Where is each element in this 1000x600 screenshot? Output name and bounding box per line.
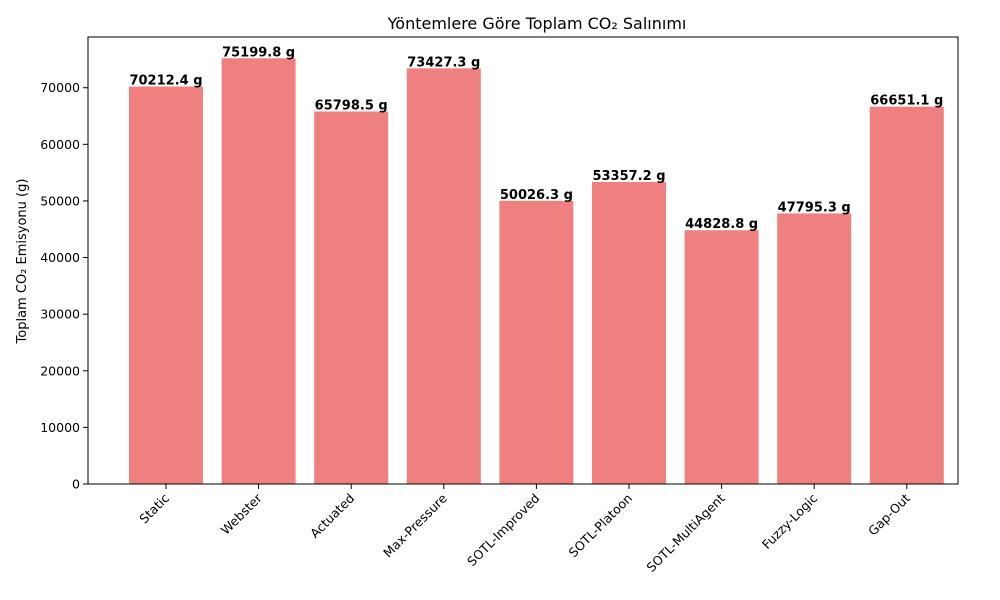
y-tick-label: 70000 <box>40 80 80 95</box>
bar-value-label: 75199.8 g <box>222 45 295 60</box>
bar-value-label: 73427.3 g <box>407 55 480 70</box>
y-axis-ticks: 0 10000 20000 30000 40000 50000 60000 70000 <box>40 80 88 492</box>
y-tick-label: 20000 <box>40 363 80 378</box>
x-tick-label: Static <box>136 490 172 526</box>
bar-labels-group: 70212.4 g 75199.8 g 65798.5 g 73427.3 g 5002… <box>129 45 943 232</box>
x-tick-label: Webster <box>218 490 266 538</box>
bar-value-label: 50026.3 g <box>500 188 573 203</box>
bar-sotl-improved <box>499 200 574 485</box>
bar-value-label: 66651.1 g <box>870 94 943 109</box>
bar-actuated <box>314 111 389 485</box>
y-tick-label: 0 <box>72 477 80 492</box>
x-tick-label: Gap-Out <box>865 490 913 538</box>
bar-sotl-platoon <box>592 181 666 484</box>
x-tick-label: SOTL-Platoon <box>565 491 635 561</box>
bar-value-label: 44828.8 g <box>685 217 758 232</box>
bar-value-label: 70212.4 g <box>129 74 202 89</box>
bar-static <box>129 86 203 484</box>
y-tick-label: 50000 <box>40 193 80 208</box>
bar-value-label: 53357.2 g <box>592 169 665 184</box>
plot-frame <box>87 36 959 485</box>
y-axis-label: Toplam CO₂ Emisyonu (g) <box>15 179 30 345</box>
x-tick-label: SOTL-Improved <box>464 491 542 569</box>
x-tick-label: SOTL-MultiAgent <box>643 490 727 574</box>
bar-value-label: 65798.5 g <box>315 99 388 114</box>
y-tick-label: 30000 <box>40 307 80 322</box>
x-tick-label: Fuzzy-Logic <box>759 490 821 552</box>
bar-sotl-multiagent <box>684 230 759 484</box>
y-tick-label: 60000 <box>40 137 80 152</box>
bar-fuzzy-logic <box>777 213 852 484</box>
x-tick-label: Max-Pressure <box>380 490 450 560</box>
bar-webster <box>221 58 296 485</box>
y-tick-label: 40000 <box>40 250 80 265</box>
bar-value-label: 47795.3 g <box>778 200 851 215</box>
bar-gap-out <box>869 106 944 485</box>
bar-max-pressure <box>406 68 481 484</box>
x-axis-ticks: Static Webster Actuated Max-Pressure SOTL-Im… <box>136 484 913 575</box>
x-tick-label: Actuated <box>307 491 357 541</box>
bars-group <box>129 58 944 485</box>
y-tick-label: 10000 <box>40 420 80 435</box>
chart-title: Yöntemlere Göre Toplam CO₂ Salınımı <box>387 14 687 33</box>
